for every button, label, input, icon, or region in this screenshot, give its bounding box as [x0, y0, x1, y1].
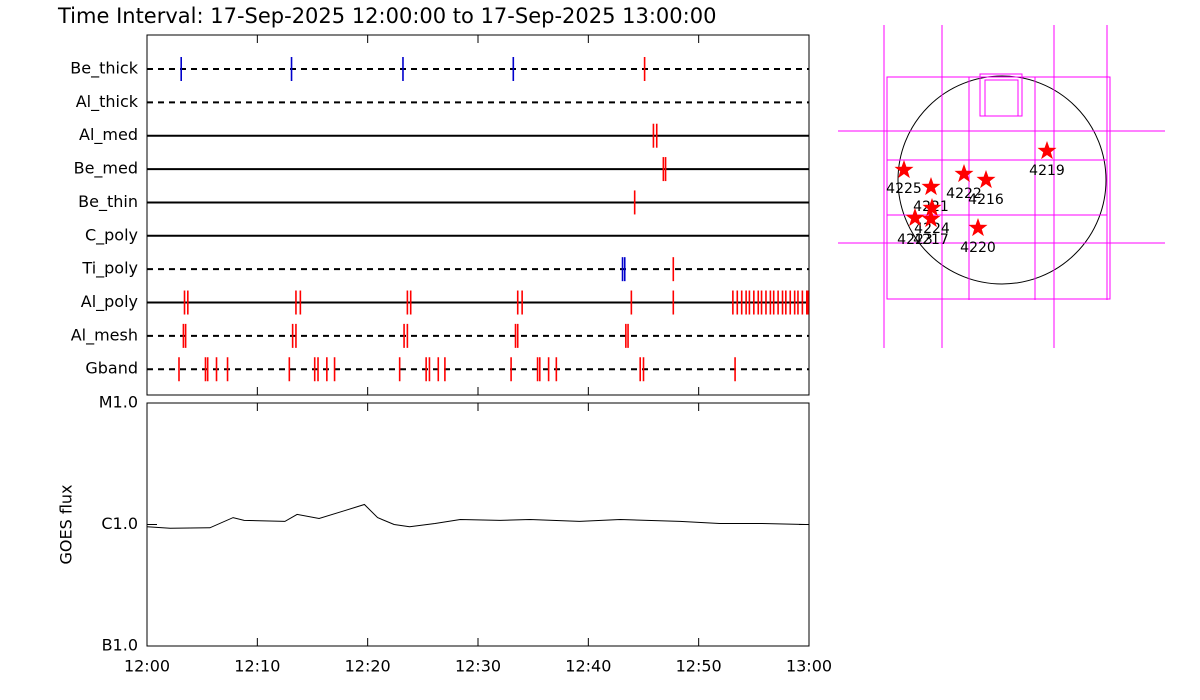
region-star [894, 160, 914, 179]
region-star [921, 177, 941, 196]
filter-label: Be_thick [70, 59, 138, 79]
x-tick-label: 12:20 [345, 657, 391, 676]
region-star [976, 170, 996, 189]
region-star [905, 208, 925, 227]
region-star [954, 164, 974, 183]
y-tick-label: C1.0 [101, 514, 138, 533]
x-tick-label: 13:00 [786, 657, 832, 676]
filter-label: Al_thick [76, 92, 139, 112]
region-star [1037, 141, 1057, 160]
timeline-frame [146, 34, 810, 396]
filter-label: Gband [85, 359, 138, 378]
plot-frame [146, 402, 810, 647]
region-label: 4222 [946, 186, 982, 202]
y-tick-label: B1.0 [102, 636, 138, 655]
x-tick-label: 12:50 [676, 657, 722, 676]
region-label: 4216 [968, 192, 1004, 208]
goes-curve [146, 503, 806, 529]
region-label: 4219 [1029, 163, 1065, 179]
filter-label: Al_med [79, 125, 138, 145]
regions: 421942254222421642214224422342174220 [886, 141, 1065, 256]
region-star [968, 218, 988, 237]
filter-label: Ti_poly [81, 259, 138, 279]
title: Time Interval: 17-Sep-2025 12:00:00 to 1… [57, 4, 716, 28]
x-tick-label: 12:00 [124, 657, 170, 676]
x-tick-label: 12:10 [234, 657, 280, 676]
fov-box [984, 79, 1019, 117]
y-tick-label: M1.0 [99, 393, 138, 412]
solar-disk [897, 75, 1107, 285]
fov-box [886, 159, 1108, 216]
region-label: 4225 [886, 181, 922, 197]
filter-label: Al_poly [81, 292, 138, 312]
sun-map [838, 25, 1165, 348]
filter-label: Be_thin [78, 192, 138, 212]
region-star [922, 198, 942, 217]
filter-label: Be_med [74, 159, 138, 179]
region-label: 4224 [914, 221, 950, 237]
region-star [921, 209, 941, 228]
region-label: 4220 [960, 240, 996, 256]
x-tick-label: 12:30 [455, 657, 501, 676]
filter-label: Al_mesh [71, 325, 138, 345]
y-axis-label: GOES flux [57, 484, 76, 564]
filter-label: C_poly [85, 225, 138, 245]
x-tick-label: 12:40 [565, 657, 611, 676]
region-label: 4223 [897, 232, 933, 248]
region-label: 4217 [913, 232, 949, 248]
